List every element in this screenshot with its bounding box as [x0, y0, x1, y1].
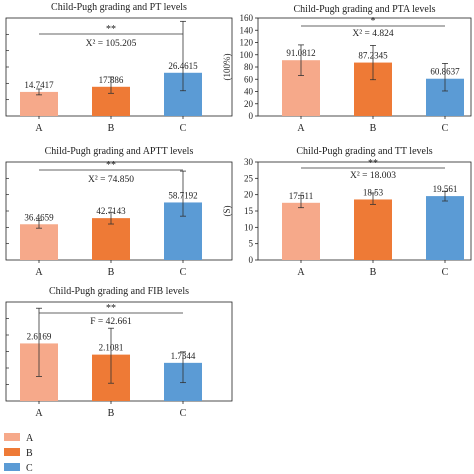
x-tick-label: C — [180, 267, 187, 278]
chart-title: Child-Pugh grading and PT levels — [51, 2, 187, 13]
chart-title: Child-Pugh grading and TT levels — [296, 146, 432, 157]
chart-title: Child-Pugh grading and FIB levels — [49, 286, 189, 297]
y-tick-label: 30 — [244, 157, 254, 167]
data-label: 2.6169 — [27, 331, 52, 341]
legend-label-a: A — [26, 433, 34, 444]
data-label: 36.4659 — [24, 212, 54, 222]
significance-marker: ** — [106, 24, 116, 35]
legend-swatch-c — [4, 463, 20, 471]
data-label: 2.1081 — [99, 343, 124, 353]
chart-panel-5: Child-Pugh grading and FIB levels 2.6169 A… — [5, 286, 233, 419]
data-label: 17.886 — [99, 75, 124, 85]
y-tick-label: 20 — [244, 190, 254, 200]
bar-b — [92, 218, 130, 260]
chart-title: Child-Pugh grading and PTA levels — [294, 4, 436, 15]
significance-marker: ** — [106, 303, 116, 314]
y-tick-label: 20 — [244, 99, 254, 109]
chart-panel-3: Child-Pugh grading and APTT levels 36.465… — [5, 146, 233, 278]
legend-swatch-a — [4, 433, 20, 441]
y-tick-label: 25 — [244, 173, 254, 183]
x-tick-label: A — [35, 408, 43, 419]
data-label: 87.2345 — [358, 51, 388, 61]
x-tick-label: B — [370, 123, 377, 134]
x-tick-label: B — [108, 123, 115, 134]
significance-marker: ** — [106, 160, 116, 171]
x-tick-label: B — [108, 267, 115, 278]
y-tick-label: 80 — [244, 62, 254, 72]
statistic-label: X² = 18.003 — [350, 171, 396, 181]
x-tick-label: B — [108, 408, 115, 419]
legend: ABC — [4, 433, 34, 474]
data-label: 58.7192 — [168, 190, 197, 200]
bar-a — [20, 224, 58, 260]
x-tick-label: C — [180, 123, 187, 134]
y-tick-label: 40 — [244, 87, 254, 97]
statistic-label: F = 42.661 — [90, 317, 132, 327]
y-axis-label: (100%) — [222, 54, 232, 81]
y-tick-label: 5 — [249, 239, 254, 249]
y-tick-label: 120 — [240, 38, 254, 48]
data-label: 19.561 — [433, 184, 458, 194]
statistic-label: X² = 74.850 — [88, 175, 134, 185]
bar-c — [426, 196, 464, 260]
chart-panel-2: Child-Pugh grading and PTA levels 0 20 40 60… — [222, 4, 472, 134]
x-tick-label: A — [35, 123, 43, 134]
y-tick-label: 15 — [244, 206, 254, 216]
data-label: 60.8637 — [430, 67, 460, 77]
significance-marker: * — [371, 16, 376, 27]
data-label: 17.511 — [289, 191, 313, 201]
data-label: 91.0812 — [286, 48, 315, 58]
y-tick-label: 100 — [240, 50, 254, 60]
statistic-label: X² = 4.824 — [352, 29, 393, 39]
y-tick-label: 0 — [249, 111, 254, 121]
significance-marker: ** — [368, 158, 378, 169]
x-tick-label: B — [370, 267, 377, 278]
chart-panel-1: Child-Pugh grading and PT levels 14.7417 A… — [5, 2, 233, 134]
y-tick-label: 0 — [249, 255, 254, 265]
legend-swatch-b — [4, 448, 20, 456]
x-tick-label: C — [442, 123, 449, 134]
chart-title: Child-Pugh grading and APTT levels — [45, 146, 194, 157]
data-label: 18.53 — [363, 187, 384, 197]
y-tick-label: 140 — [240, 25, 254, 35]
charts-layer: Child-Pugh grading and PT levels 14.7417 A… — [5, 2, 472, 419]
y-tick-label: 60 — [244, 74, 254, 84]
data-label: 26.4615 — [168, 61, 198, 71]
bar-a — [282, 202, 320, 260]
y-axis-label: (S) — [222, 205, 232, 216]
y-tick-label: 160 — [240, 13, 254, 23]
y-tick-label: 10 — [244, 222, 254, 232]
statistic-label: X² = 105.205 — [86, 39, 137, 49]
x-tick-label: C — [442, 267, 449, 278]
legend-label-b: B — [26, 448, 33, 459]
data-label: 1.7344 — [171, 351, 196, 361]
x-tick-label: C — [180, 408, 187, 419]
chart-panel-4: Child-Pugh grading and TT levels 0 5 10 15 20… — [222, 146, 472, 278]
data-label: 14.7417 — [24, 80, 54, 90]
bar-a — [20, 91, 58, 116]
x-tick-label: A — [35, 267, 43, 278]
bar-b — [354, 199, 392, 260]
data-label: 42.7143 — [96, 206, 126, 216]
legend-label-c: C — [26, 463, 33, 474]
x-tick-label: A — [297, 123, 305, 134]
x-tick-label: A — [297, 267, 305, 278]
